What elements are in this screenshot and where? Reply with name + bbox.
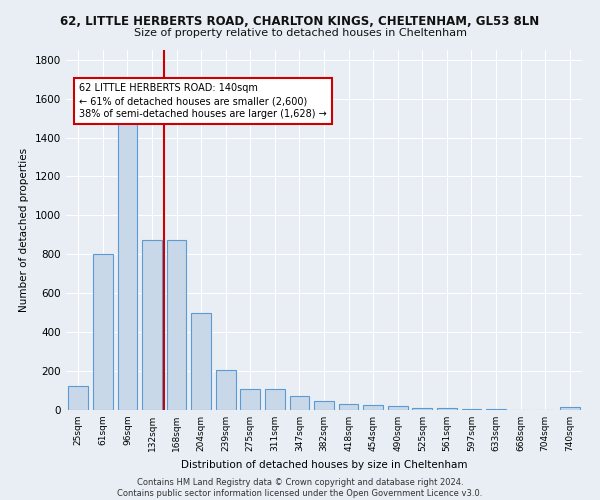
Text: 62 LITTLE HERBERTS ROAD: 140sqm
← 61% of detached houses are smaller (2,600)
38%: 62 LITTLE HERBERTS ROAD: 140sqm ← 61% of… — [79, 83, 327, 120]
Text: 62, LITTLE HERBERTS ROAD, CHARLTON KINGS, CHELTENHAM, GL53 8LN: 62, LITTLE HERBERTS ROAD, CHARLTON KINGS… — [61, 15, 539, 28]
Bar — [339, 404, 358, 410]
Bar — [461, 409, 481, 410]
Bar — [314, 401, 334, 410]
Bar — [68, 386, 88, 410]
Bar — [142, 240, 162, 410]
Bar — [167, 240, 187, 410]
Bar — [191, 312, 211, 410]
Bar — [93, 254, 113, 410]
Bar — [241, 388, 260, 410]
Bar — [437, 408, 457, 410]
Y-axis label: Number of detached properties: Number of detached properties — [19, 148, 29, 312]
Bar — [388, 406, 407, 410]
Bar — [560, 407, 580, 410]
Bar — [412, 408, 432, 410]
Bar — [290, 396, 309, 410]
Text: Contains HM Land Registry data © Crown copyright and database right 2024.
Contai: Contains HM Land Registry data © Crown c… — [118, 478, 482, 498]
Bar — [364, 405, 383, 410]
Bar — [118, 118, 137, 410]
Bar — [265, 388, 284, 410]
Bar — [216, 370, 236, 410]
X-axis label: Distribution of detached houses by size in Cheltenham: Distribution of detached houses by size … — [181, 460, 467, 469]
Text: Size of property relative to detached houses in Cheltenham: Size of property relative to detached ho… — [133, 28, 467, 38]
